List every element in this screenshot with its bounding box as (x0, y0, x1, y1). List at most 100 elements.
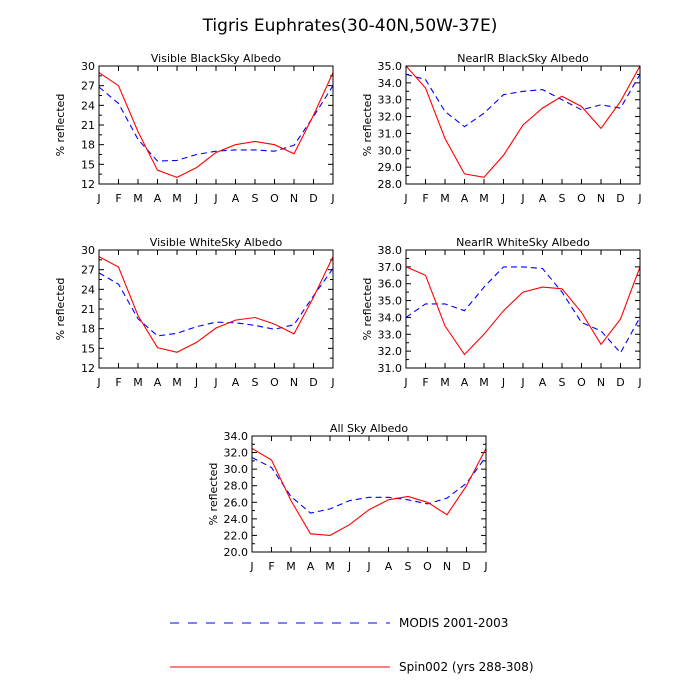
y-axis-label: % reflected (361, 278, 374, 341)
plot-frame (98, 65, 334, 185)
x-tick-label: A (539, 376, 547, 389)
plot-frame (405, 249, 641, 369)
x-tick-label: O (577, 376, 586, 389)
x-tick-label: D (616, 192, 624, 205)
x-tick-label: A (461, 376, 469, 389)
y-tick-label: 24 (81, 283, 95, 296)
x-tick-label: O (270, 192, 279, 205)
x-tick-label: J (501, 376, 505, 389)
x-tick-label: A (232, 192, 240, 205)
y-tick-label: 35.0 (378, 60, 403, 73)
y-tick-label: 36.0 (378, 278, 403, 291)
series-line-spin002 (98, 256, 334, 353)
x-tick-label: J (213, 192, 217, 205)
x-tick-label: J (249, 560, 253, 573)
y-tick-label: 24 (81, 99, 95, 112)
x-tick-label: N (290, 192, 298, 205)
x-tick-label: O (423, 560, 432, 573)
y-tick-label: 21 (81, 303, 95, 316)
series-line-modis (251, 456, 487, 514)
chart-panel-4: NearIR WhiteSky Albedo % reflected 31.0 32.… (361, 236, 642, 389)
x-tick-label: J (403, 192, 407, 205)
panel-title: Visible BlackSky Albedo (151, 52, 281, 65)
y-axis-label: % reflected (207, 463, 220, 526)
x-tick-label: J (483, 560, 487, 573)
x-tick-label: M (440, 192, 450, 205)
y-tick-label: 33.0 (378, 94, 403, 107)
y-tick-label: 18 (81, 139, 95, 152)
x-tick-label: M (479, 192, 489, 205)
y-tick-label: 28.0 (378, 178, 403, 191)
y-tick-label: 33.0 (378, 328, 403, 341)
x-tick-label: D (616, 376, 624, 389)
x-tick-label: N (443, 560, 451, 573)
y-tick-label: 18 (81, 323, 95, 336)
x-tick-label: J (194, 376, 198, 389)
y-tick-label: 30.0 (224, 463, 249, 476)
x-tick-label: N (597, 376, 605, 389)
x-tick-label: N (290, 376, 298, 389)
x-tick-label: J (366, 560, 370, 573)
x-tick-label: J (96, 376, 100, 389)
y-axis-label: % reflected (54, 278, 67, 341)
panel-title: All Sky Albedo (330, 422, 408, 435)
plot-frame (251, 435, 487, 553)
x-tick-label: M (133, 376, 143, 389)
y-tick-label: 26.0 (224, 496, 249, 509)
x-tick-label: M (440, 376, 450, 389)
y-tick-label: 30 (81, 244, 95, 257)
panel-title: Visible WhiteSky Albedo (150, 236, 283, 249)
y-tick-label: 34.0 (224, 430, 249, 443)
plot-frame (98, 249, 334, 369)
series-line-spin002 (251, 447, 487, 536)
x-tick-label: S (405, 560, 412, 573)
x-tick-label: F (115, 192, 121, 205)
x-tick-label: N (597, 192, 605, 205)
y-tick-label: 20.0 (224, 546, 249, 559)
y-tick-label: 30 (81, 60, 95, 73)
chart-panel-3: Visible WhiteSky Albedo % reflected 12 15 18… (54, 236, 335, 389)
y-tick-label: 15 (81, 158, 95, 171)
y-tick-label: 35.0 (378, 295, 403, 308)
chart-panel-5: All Sky Albedo % reflected 20.0 22.0 24.0 26.… (207, 422, 488, 573)
panel-title: NearIR WhiteSky Albedo (456, 236, 590, 249)
x-tick-label: M (172, 192, 182, 205)
figure-title: Tigris Euphrates(30-40N,50W-37E) (202, 16, 498, 36)
panel-title: NearIR BlackSky Albedo (457, 52, 589, 65)
x-tick-label: J (96, 192, 100, 205)
series-line-spin002 (405, 266, 641, 356)
x-tick-label: M (325, 560, 335, 573)
series-line-spin002 (405, 65, 641, 178)
y-tick-label: 12 (81, 362, 95, 375)
x-tick-label: J (501, 192, 505, 205)
y-tick-label: 32.0 (378, 345, 403, 358)
x-tick-label: D (462, 560, 470, 573)
series-line-modis (98, 85, 334, 162)
x-tick-label: A (385, 560, 393, 573)
x-tick-label: F (115, 376, 121, 389)
x-tick-label: O (270, 376, 279, 389)
x-tick-label: M (133, 192, 143, 205)
x-tick-label: D (309, 376, 317, 389)
y-tick-label: 21 (81, 119, 95, 132)
x-tick-label: M (286, 560, 296, 573)
legend-label: MODIS 2001-2003 (399, 616, 508, 630)
x-tick-label: A (232, 376, 240, 389)
x-tick-label: J (347, 560, 351, 573)
y-tick-label: 30.0 (378, 144, 403, 157)
y-tick-label: 32.0 (378, 111, 403, 124)
x-tick-label: A (461, 192, 469, 205)
x-tick-label: J (637, 192, 641, 205)
series-line-spin002 (98, 72, 334, 178)
y-tick-label: 24.0 (224, 513, 249, 526)
x-tick-label: J (213, 376, 217, 389)
x-tick-label: J (520, 376, 524, 389)
y-tick-label: 31.0 (378, 362, 403, 375)
series-line-modis (405, 266, 641, 354)
y-axis-label: % reflected (54, 94, 67, 157)
x-tick-label: O (577, 192, 586, 205)
x-tick-label: J (637, 376, 641, 389)
y-tick-label: 38.0 (378, 244, 403, 257)
chart-panel-1: Visible BlackSky Albedo % reflected 12 15 18… (54, 52, 335, 205)
